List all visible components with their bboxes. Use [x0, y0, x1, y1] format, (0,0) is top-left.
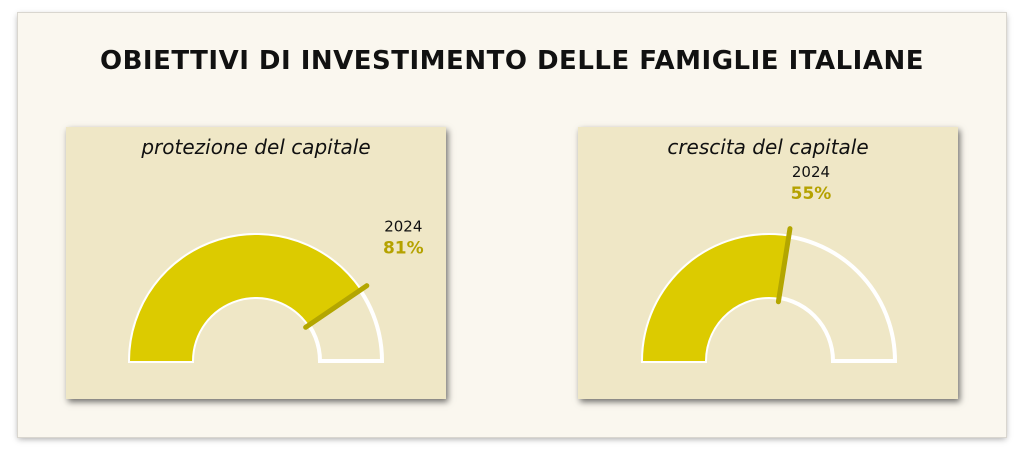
gauge-title: protezione del capitale [140, 135, 370, 159]
gauge-needle [303, 283, 370, 330]
gauge-title: crescita del capitale [667, 135, 868, 159]
gauge-chart-crescita: crescita del capitale 2024 55% [640, 135, 898, 363]
gauge-value-label: 55% [791, 184, 832, 204]
gauge-chart-protezione: protezione del capitale 2024 81% [127, 135, 424, 363]
gauge-year-label: 2024 [792, 163, 830, 181]
gauge-panel-crescita: crescita del capitale 2024 55% [578, 127, 958, 399]
gauge-fill [130, 234, 361, 361]
gauge-value-label: 81% [383, 239, 424, 259]
gauge-needle [775, 226, 793, 305]
gauge-year-label: 2024 [384, 218, 422, 236]
page-title: OBIETTIVI DI INVESTIMENTO DELLE FAMIGLIE… [99, 46, 924, 76]
gauge-fill [643, 235, 789, 361]
gauge-panel-protezione: protezione del capitale 2024 81% [66, 127, 446, 399]
